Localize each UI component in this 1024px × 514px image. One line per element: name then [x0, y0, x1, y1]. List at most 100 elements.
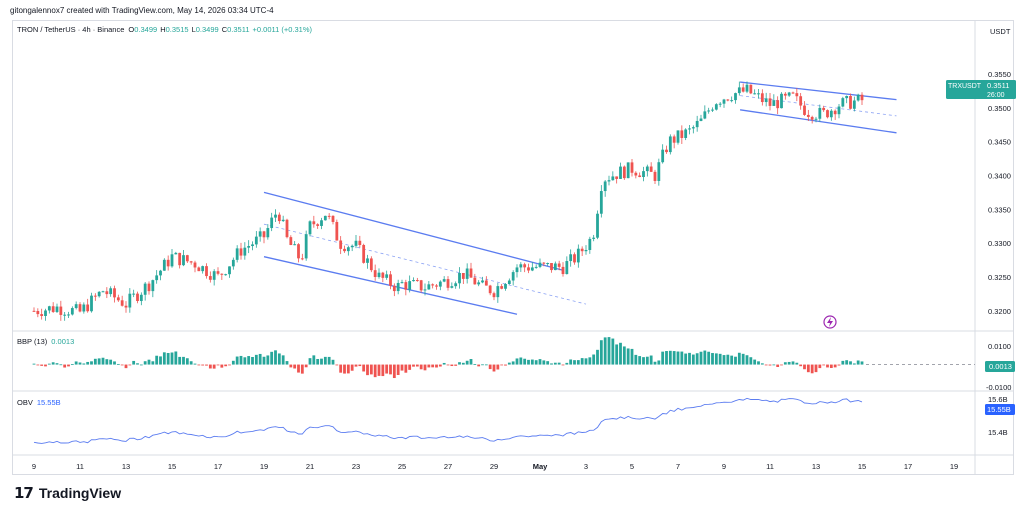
candle-body	[74, 304, 78, 309]
obv-tick-low: 15.4B	[988, 428, 1008, 437]
bbp-bar	[569, 359, 573, 365]
candle-body	[274, 214, 277, 218]
bbp-bar	[231, 360, 235, 365]
candle-body	[787, 92, 791, 96]
candle-body	[70, 308, 74, 315]
candle-body	[55, 306, 59, 312]
bbp-bar	[753, 359, 757, 365]
high-label: H	[160, 25, 165, 34]
time-axis-label: 23	[352, 462, 360, 471]
candle-body	[611, 176, 615, 181]
candle-body	[653, 171, 657, 181]
bbp-bar	[684, 353, 688, 365]
bbp-bar	[780, 364, 783, 366]
bbp-bar	[691, 354, 695, 365]
bbp-bar	[412, 364, 415, 367]
price-axis-currency: USDT	[990, 27, 1011, 36]
bbp-bar	[481, 364, 484, 366]
symbol-legend: TRON / TetherUS · 4h · Binance O0.3499 H0.…	[17, 25, 313, 34]
bbp-bar	[726, 354, 730, 365]
bbp-bar	[316, 358, 320, 365]
bbp-legend: BBP (13) 0.0013	[17, 337, 74, 346]
bbp-bar	[757, 361, 760, 365]
time-axis-label: 11	[76, 462, 84, 471]
price-tick-label: 0.3250	[988, 273, 1011, 282]
candle-body	[619, 166, 622, 179]
candle-body	[584, 250, 588, 252]
candle-body	[316, 224, 320, 226]
candle-body	[626, 162, 630, 179]
candle-body	[170, 254, 174, 267]
candle-body	[688, 128, 691, 130]
bbp-bar	[47, 363, 51, 365]
time-axis-label: 29	[490, 462, 498, 471]
candle-body	[266, 228, 270, 238]
bbp-bar	[477, 364, 481, 367]
bbp-bar	[737, 352, 741, 365]
low-label: L	[192, 25, 196, 34]
last-price-marker: TRXUSDT 0.3511 26:00	[946, 80, 1016, 99]
bbp-bar	[546, 361, 550, 365]
bbp-bar	[427, 364, 431, 368]
bbp-bar	[814, 364, 818, 373]
candle-body	[465, 268, 469, 279]
bbp-bar	[504, 364, 507, 366]
bbp-bar	[764, 364, 768, 366]
tradingview-logo[interactable]: 17 TradingView	[14, 484, 121, 502]
candle-body	[772, 100, 776, 106]
candle-body	[645, 166, 649, 172]
candle-body	[760, 93, 764, 103]
bbp-bar	[392, 364, 396, 379]
bbp-bar	[461, 362, 465, 365]
bbp-bar	[408, 364, 412, 370]
bbp-bar	[182, 356, 185, 365]
candle-body	[97, 291, 101, 297]
candle-body	[239, 248, 243, 256]
candle-body	[331, 215, 335, 222]
candle-body	[565, 261, 569, 275]
bbp-bar	[676, 351, 680, 365]
candle-body	[67, 314, 70, 316]
bbp-bar	[783, 362, 787, 365]
candle-body	[519, 264, 523, 268]
lightning-event-icon[interactable]	[823, 315, 837, 329]
bbp-bar	[162, 352, 166, 365]
bbp-bar	[860, 361, 864, 365]
bbp-bar	[833, 364, 837, 368]
time-axis-label: 9	[722, 462, 726, 471]
candle-body	[630, 162, 634, 173]
bbp-bar	[718, 353, 722, 365]
candle-body	[182, 255, 185, 266]
candle-body	[93, 295, 97, 297]
candle-body	[450, 286, 454, 288]
candle-body	[212, 271, 216, 280]
bbp-bar	[174, 351, 178, 365]
candle-body	[366, 258, 369, 263]
candle-body	[665, 149, 668, 153]
bbp-bar	[136, 363, 139, 365]
candle-body	[737, 87, 741, 94]
bbp-bar	[120, 364, 124, 366]
candle-body	[197, 267, 201, 272]
bbp-bar	[561, 364, 565, 366]
candle-body	[676, 130, 680, 143]
bbp-bar	[826, 364, 829, 368]
candle-body	[852, 100, 856, 109]
bbp-bar	[228, 364, 231, 366]
candle-body	[488, 285, 492, 294]
bbp-bar	[745, 355, 749, 365]
candle-body	[684, 129, 688, 138]
candle-body	[768, 98, 772, 106]
bbp-bar	[810, 364, 814, 374]
bbp-bar	[741, 353, 745, 365]
bbp-bar	[346, 364, 350, 374]
svg-text:15.55B: 15.55B	[987, 405, 1011, 414]
bbp-bar	[189, 361, 193, 365]
candle-body	[381, 272, 385, 278]
candle-body	[201, 266, 205, 272]
bbp-bar	[366, 364, 369, 376]
candle-body	[297, 244, 300, 259]
bbp-bar	[688, 352, 691, 365]
candle-body	[151, 280, 155, 292]
chart-canvas[interactable]: TRON / TetherUS · 4h · Binance O0.3499 H0.…	[0, 0, 1024, 480]
